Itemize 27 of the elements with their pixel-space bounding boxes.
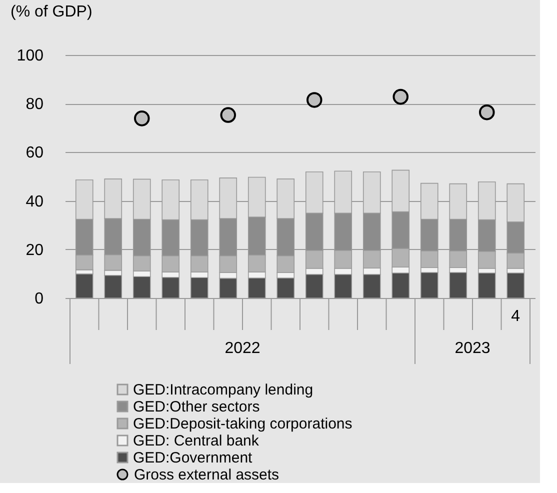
y-tick-label: 40 (26, 193, 44, 210)
text: 2023 (454, 340, 490, 357)
point (134, 110, 150, 126)
legend-label: Gross external assets (134, 466, 280, 484)
bar (449, 272, 468, 298)
legend-label: GED:Government (133, 450, 254, 466)
point (478, 104, 495, 120)
y-tick-label: 0 (34, 290, 44, 308)
y-tick-label: 80 (26, 96, 44, 114)
bar (420, 272, 438, 298)
y-tick-label: 60 (26, 144, 44, 162)
legend-label: GED:Other sectors (133, 398, 260, 416)
point (220, 107, 236, 123)
point (392, 88, 409, 105)
legend-label: GED: Central bank (133, 432, 260, 450)
y-tick-label: 20 (26, 242, 44, 259)
bar (478, 272, 496, 298)
bar (75, 274, 94, 298)
point (306, 92, 322, 108)
text: 2022 (224, 340, 260, 357)
bar (162, 276, 180, 298)
legend-label: GED:Deposit-taking corporations (133, 416, 352, 432)
bar (506, 272, 525, 298)
y-axis-title: (% of GDP) (10, 4, 92, 20)
legend-label: GED:Intracompany lending (133, 382, 314, 398)
x-tick-label: 4 (511, 308, 520, 325)
y-tick-label: 100 (16, 48, 44, 64)
